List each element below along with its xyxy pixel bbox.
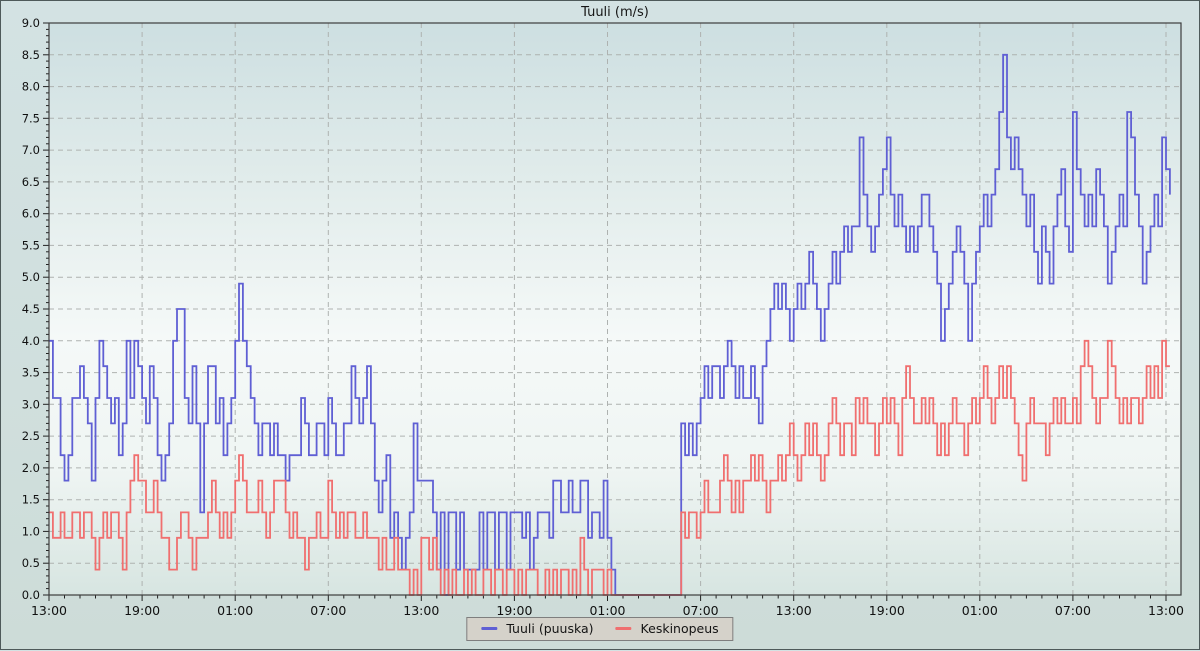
- svg-text:1.0: 1.0: [22, 524, 40, 538]
- svg-text:1.5: 1.5: [22, 493, 40, 507]
- svg-text:3.5: 3.5: [22, 366, 40, 380]
- legend-label-gust: Tuuli (puuska): [506, 621, 594, 636]
- svg-text:7.5: 7.5: [22, 111, 40, 125]
- svg-text:19:00: 19:00: [496, 603, 532, 618]
- svg-text:6.0: 6.0: [22, 207, 40, 221]
- legend-item-average: Keskinopeus: [615, 621, 719, 636]
- svg-text:01:00: 01:00: [217, 603, 253, 618]
- svg-text:0.0: 0.0: [22, 588, 40, 602]
- gust-line-swatch-icon: [481, 627, 498, 630]
- x-axis-labels: 13:00 19:00 01:00 07:00 13:00 19:00 01:00 07:00…: [31, 603, 1184, 618]
- chart-title: Tuuli (m/s): [581, 5, 649, 20]
- svg-text:2.0: 2.0: [22, 461, 40, 475]
- svg-text:13:00: 13:00: [776, 603, 812, 618]
- svg-text:5.0: 5.0: [22, 270, 40, 284]
- legend: Tuuli (puuska) Keskinopeus: [466, 617, 734, 641]
- average-line-swatch-icon: [615, 627, 632, 630]
- svg-text:13:00: 13:00: [31, 603, 67, 618]
- plot-area: [49, 23, 1181, 595]
- svg-text:2.5: 2.5: [22, 429, 40, 443]
- svg-text:01:00: 01:00: [589, 603, 625, 618]
- svg-text:07:00: 07:00: [1055, 603, 1091, 618]
- legend-item-gust: Tuuli (puuska): [481, 621, 594, 636]
- svg-text:07:00: 07:00: [683, 603, 719, 618]
- svg-text:19:00: 19:00: [124, 603, 160, 618]
- svg-text:4.0: 4.0: [22, 334, 40, 348]
- svg-text:5.5: 5.5: [22, 238, 40, 252]
- svg-text:8.0: 8.0: [22, 80, 40, 94]
- legend-label-average: Keskinopeus: [640, 621, 719, 636]
- svg-text:3.0: 3.0: [22, 397, 40, 411]
- svg-text:13:00: 13:00: [403, 603, 439, 618]
- svg-text:7.0: 7.0: [22, 143, 40, 157]
- plot-frame: [48, 22, 1182, 596]
- svg-text:07:00: 07:00: [310, 603, 346, 618]
- svg-text:8.5: 8.5: [22, 48, 40, 62]
- svg-text:19:00: 19:00: [869, 603, 905, 618]
- y-axis-labels: 0.0 0.5 1.0 1.5 2.0 2.5 3.0 3.5 4.0 4.5 5.0 5.5 6.0 6…: [22, 16, 40, 602]
- svg-text:0.5: 0.5: [22, 556, 40, 570]
- svg-text:9.0: 9.0: [22, 16, 40, 30]
- svg-text:13:00: 13:00: [1148, 603, 1184, 618]
- svg-text:01:00: 01:00: [962, 603, 998, 618]
- svg-text:6.5: 6.5: [22, 175, 40, 189]
- svg-text:4.5: 4.5: [22, 302, 40, 316]
